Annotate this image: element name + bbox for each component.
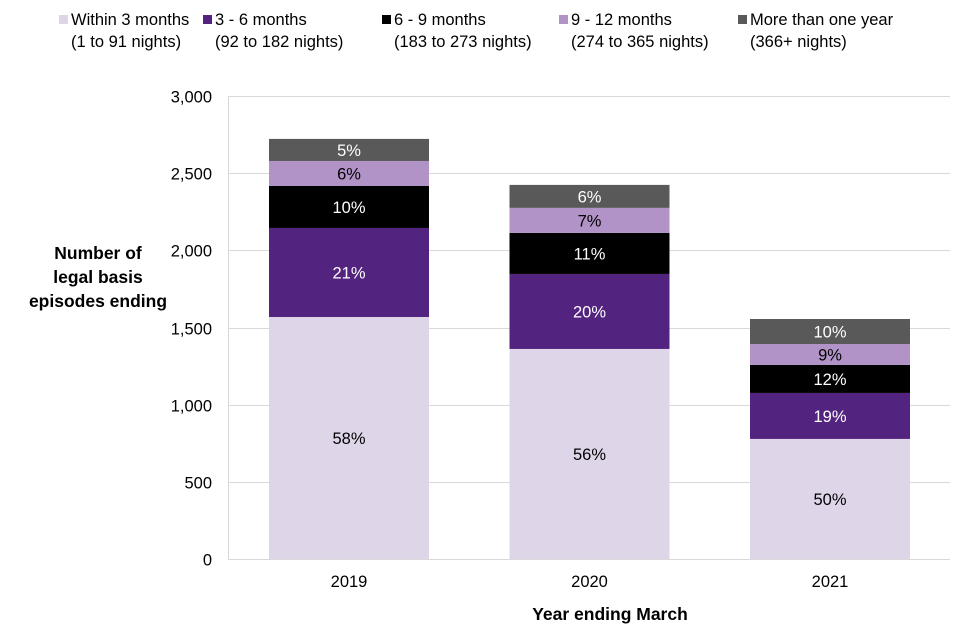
bar-segment xyxy=(269,160,429,186)
legend: Within 3 months (1 to 91 nights) 3 - 6 mon… xyxy=(0,9,960,59)
data-label: 10% xyxy=(813,324,846,342)
legend-swatch xyxy=(59,15,68,24)
y-axis-title-line: Number of xyxy=(54,243,142,263)
legend-swatch xyxy=(738,15,747,24)
y-tick-label: 0 xyxy=(203,552,212,570)
legend-label: 3 - 6 months xyxy=(215,11,307,29)
y-axis-title: Number of legal basis episodes ending xyxy=(0,241,196,313)
data-label: 19% xyxy=(813,408,846,426)
legend-sublabel: (366+ nights) xyxy=(750,33,847,51)
bar-segment xyxy=(750,319,910,345)
legend-sublabel: (1 to 91 nights) xyxy=(71,33,182,51)
y-tick-label: 500 xyxy=(184,475,212,493)
x-axis-title: Year ending March xyxy=(532,604,688,624)
y-tick-label: 3,000 xyxy=(171,89,212,107)
bar-segment xyxy=(750,344,910,366)
data-label: 7% xyxy=(578,212,602,230)
bar-segment xyxy=(750,365,910,393)
data-label: 6% xyxy=(337,165,361,183)
data-label: 5% xyxy=(337,142,361,160)
legend-label: 6 - 9 months xyxy=(394,11,486,29)
data-label: 10% xyxy=(332,199,365,217)
legend-swatch xyxy=(382,15,391,24)
legend-swatch xyxy=(203,15,212,24)
legend-label: More than one year xyxy=(750,11,894,29)
y-tick-label: 2,500 xyxy=(171,166,212,184)
data-label: 21% xyxy=(332,264,365,282)
legend-label: Within 3 months xyxy=(71,11,190,29)
bar-segment xyxy=(750,392,910,439)
bar-segment xyxy=(269,138,429,161)
bar-segment xyxy=(750,438,910,559)
data-label: 58% xyxy=(332,430,365,448)
y-tick-label: 1,500 xyxy=(171,321,212,339)
y-tick-label: 2,000 xyxy=(171,243,212,261)
bar-segment xyxy=(509,232,670,274)
bar-segment xyxy=(269,227,429,318)
bar-segment xyxy=(509,184,670,208)
x-tick-label: 2019 xyxy=(331,573,368,591)
bar-segment xyxy=(509,273,670,349)
bar-segment xyxy=(509,207,670,233)
legend-label: 9 - 12 months xyxy=(571,11,672,29)
legend-sublabel: (92 to 182 nights) xyxy=(215,33,344,51)
data-label: 56% xyxy=(573,446,606,464)
data-label: 20% xyxy=(573,303,606,321)
x-tick-label: 2020 xyxy=(571,573,608,591)
data-label: 12% xyxy=(813,371,846,389)
bar-segment xyxy=(269,317,429,559)
bar-segment xyxy=(269,185,429,228)
y-axis-title-line: legal basis xyxy=(53,267,143,287)
bar-segment xyxy=(509,348,670,559)
data-label: 6% xyxy=(578,188,602,206)
legend-sublabel: (274 to 365 nights) xyxy=(571,33,709,51)
legend-sublabel: (183 to 273 nights) xyxy=(394,33,532,51)
y-tick-label: 1,000 xyxy=(171,398,212,416)
y-axis-title-line: episodes ending xyxy=(28,291,168,311)
data-label: 11% xyxy=(574,245,606,263)
data-label: 50% xyxy=(813,491,846,509)
data-label: 9% xyxy=(818,347,842,365)
legend-swatch xyxy=(559,15,568,24)
x-tick-label: 2021 xyxy=(812,573,849,591)
